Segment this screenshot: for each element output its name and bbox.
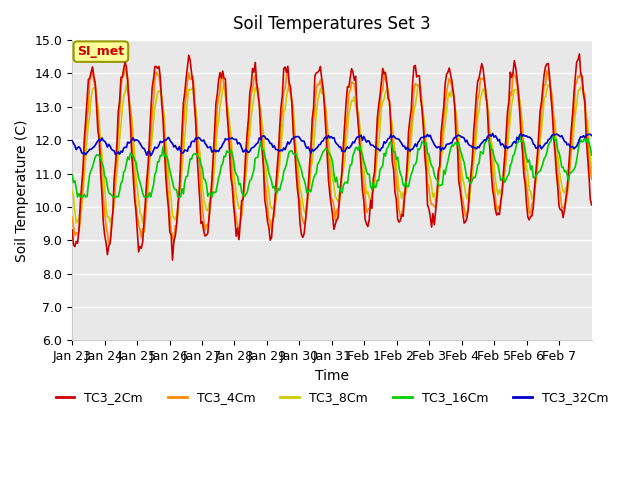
Y-axis label: Soil Temperature (C): Soil Temperature (C): [15, 119, 29, 262]
Legend: TC3_2Cm, TC3_4Cm, TC3_8Cm, TC3_16Cm, TC3_32Cm: TC3_2Cm, TC3_4Cm, TC3_8Cm, TC3_16Cm, TC3…: [51, 386, 613, 409]
X-axis label: Time: Time: [315, 369, 349, 383]
Text: SI_met: SI_met: [77, 45, 124, 58]
Title: Soil Temperatures Set 3: Soil Temperatures Set 3: [233, 15, 431, 33]
